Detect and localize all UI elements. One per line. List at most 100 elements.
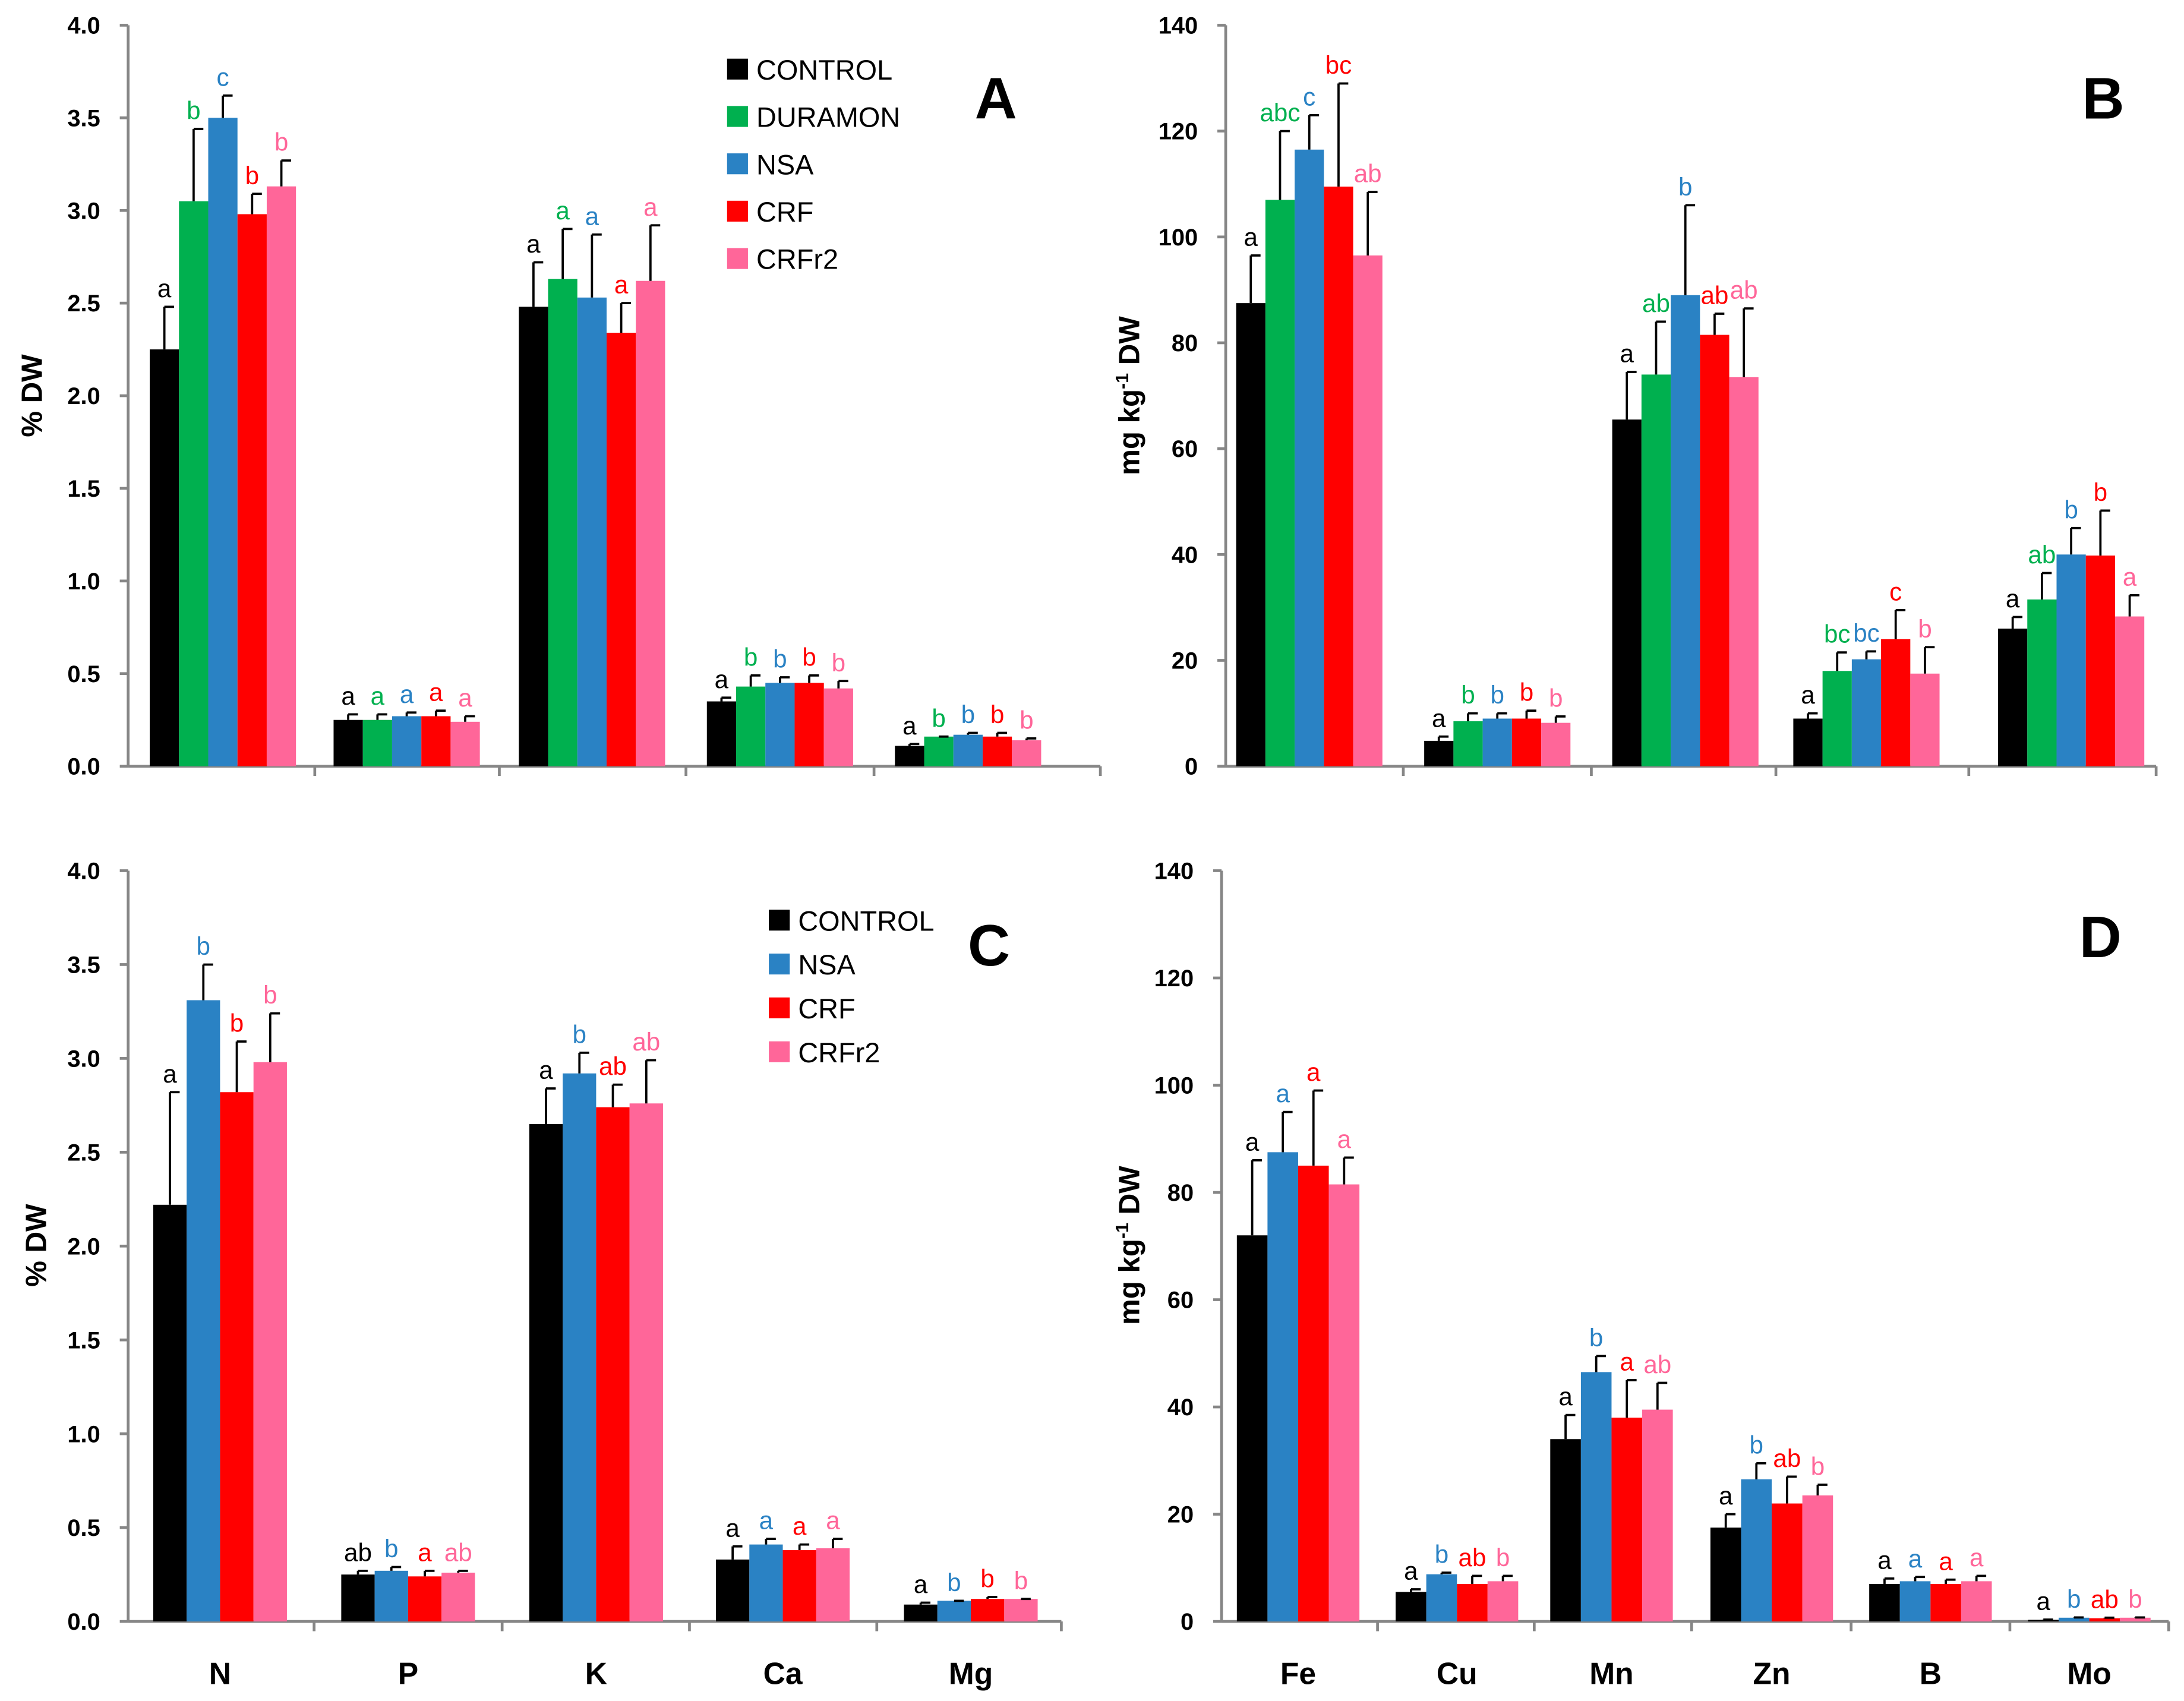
significance-letter: ab (444, 1538, 472, 1566)
y-tick-label: 0.0 (67, 754, 100, 780)
bar-nsa (1580, 1372, 1612, 1622)
significance-letter: b (832, 649, 845, 677)
significance-letter: b (990, 700, 1004, 728)
y-tick-label: 100 (1159, 225, 1198, 251)
x-tick-label: Mg (949, 1656, 993, 1691)
y-tick-label: 4.0 (67, 13, 100, 39)
bar-crf (220, 1092, 254, 1622)
y-tick-label: 0 (1185, 754, 1198, 780)
bar-control (1236, 1235, 1268, 1622)
x-tick-label: K (585, 1656, 607, 1691)
bar-crf (237, 214, 267, 766)
significance-letter: ab (632, 1028, 660, 1056)
significance-letter: b (744, 643, 758, 671)
bar-crfr2 (816, 1548, 850, 1622)
significance-letter: ab (599, 1052, 627, 1080)
significance-letter: b (1678, 173, 1692, 201)
bar-nsa (1899, 1581, 1931, 1622)
significance-letter: b (961, 700, 975, 728)
bar-crf (408, 1576, 442, 1622)
bar-crfr2 (266, 186, 296, 766)
significance-letter: b (802, 643, 816, 671)
bar-nsa (1851, 659, 1882, 766)
panel-letter: D (2079, 904, 2122, 970)
y-tick-label: 80 (1172, 330, 1198, 356)
y-axis-label: % DW (20, 1204, 52, 1287)
bar-crf (606, 333, 636, 766)
bar-crfr2 (1012, 740, 1041, 766)
significance-letter: a (2123, 563, 2137, 591)
significance-letter: b (187, 97, 200, 125)
y-tick-label: 2.5 (67, 1140, 100, 1166)
significance-letter: c (1889, 577, 1902, 605)
bar-crfr2 (1802, 1495, 1833, 1622)
bar-nsa (1482, 718, 1512, 766)
bar-crf (1881, 639, 1911, 766)
legend-label: NSA (756, 149, 814, 180)
bar-crfr2 (2120, 1617, 2151, 1622)
bar-control (1550, 1439, 1581, 1622)
bar-control (716, 1559, 750, 1622)
bar-nsa (187, 1000, 220, 1622)
bar-nsa (937, 1601, 971, 1622)
bar-duramon (1822, 671, 1852, 766)
legend-swatch (727, 153, 748, 175)
bar-control (341, 1574, 375, 1622)
significance-letter: a (793, 1512, 807, 1540)
significance-letter: b (1014, 1567, 1028, 1595)
significance-letter: a (157, 274, 172, 302)
bar-nsa (1741, 1479, 1772, 1622)
y-axis-label: % DW (15, 354, 48, 437)
significance-letter: a (526, 230, 541, 258)
bar-control (1236, 303, 1265, 766)
bar-crf (794, 683, 824, 766)
legend: CONTROL DURAMON NSA CRF CRFr2 (727, 55, 900, 275)
bar-crfr2 (450, 721, 480, 766)
bar-duramon (548, 279, 577, 766)
bar-nsa (749, 1544, 783, 1622)
bar-crfr2 (1961, 1581, 1992, 1622)
bar-crfr2 (441, 1572, 475, 1622)
bar-crf (1457, 1583, 1488, 1622)
significance-letter: a (429, 678, 443, 706)
bar-control (150, 349, 179, 766)
bar-crfr2 (1541, 722, 1571, 766)
significance-letter: b (773, 645, 787, 673)
y-axis-label: mg kg-1 DW (1112, 316, 1146, 475)
panel-letter: C (968, 913, 1010, 978)
y-tick-label: 100 (1154, 1073, 1194, 1099)
bar-control (1869, 1583, 1900, 1622)
significance-letter: b (1496, 1544, 1510, 1571)
legend-label: CONTROL (798, 905, 934, 936)
bar-duramon (1641, 374, 1671, 766)
significance-letter: a (1245, 1128, 1260, 1156)
significance-letter: c (1303, 83, 1315, 111)
significance-letter: a (1620, 340, 1634, 368)
legend-swatch (769, 953, 790, 975)
x-tick-label: Mo (2067, 1656, 2111, 1691)
bar-nsa (765, 683, 795, 766)
significance-letter: b (2128, 1585, 2142, 1613)
y-tick-label: 60 (1172, 436, 1198, 462)
bar-duramon (1453, 721, 1483, 766)
panel-letter: B (2082, 66, 2124, 131)
significance-letter: a (1432, 704, 1446, 732)
significance-letter: b (947, 1569, 961, 1596)
legend-label: CRFr2 (798, 1037, 880, 1068)
legend-label: CONTROL (756, 55, 892, 86)
significance-letter: a (643, 193, 658, 221)
legend-label: CRF (756, 197, 813, 228)
y-tick-label: 0 (1181, 1609, 1194, 1635)
y-tick-label: 1.0 (67, 1421, 100, 1447)
significance-letter: a (400, 680, 414, 708)
y-tick-label: 120 (1154, 965, 1194, 992)
